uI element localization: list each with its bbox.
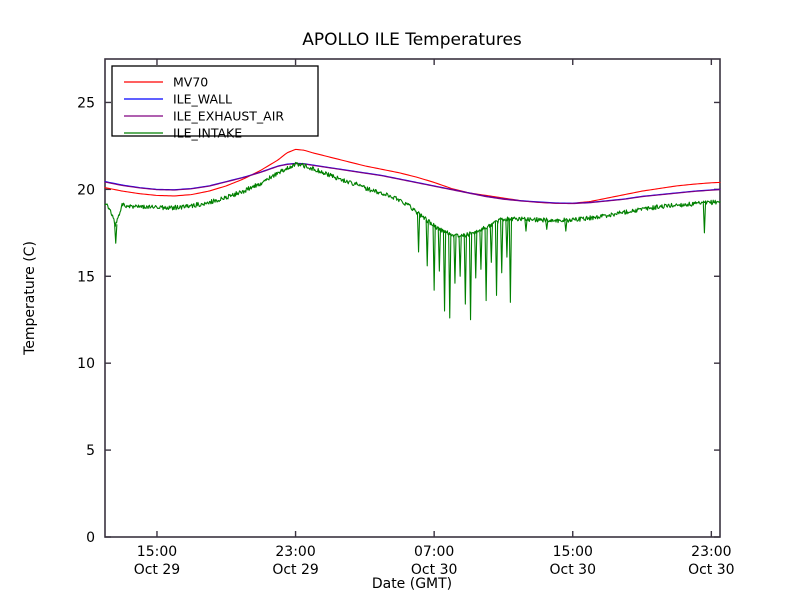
x-tick-date: Oct 30 [411, 562, 457, 578]
y-tick-label: 10 [77, 356, 95, 372]
y-axis-ticks: 0 5 10 15 20 25 [77, 95, 720, 546]
y-tick-label: 5 [86, 443, 95, 459]
legend-label-ile_intake[interactable]: ILE_INTAKE [173, 126, 242, 141]
series-line-ile_exhaust_air [104, 163, 721, 205]
x-axis-ticks: 15:00 Oct 29 23:00 Oct 29 07:00 Oct 30 15:00 Oc… [134, 59, 735, 578]
plot-area-frame [104, 58, 721, 538]
y-tick-label: 25 [77, 95, 95, 111]
x-tick-time: 15:00 [553, 544, 593, 560]
y-tick-label: 15 [77, 269, 95, 285]
x-tick-time: 07:00 [414, 544, 454, 560]
y-axis-label: Temperature (C) [22, 241, 38, 356]
x-tick-date: Oct 29 [134, 562, 180, 578]
x-tick-date: Oct 30 [550, 562, 596, 578]
x-tick-date: Oct 29 [272, 562, 318, 578]
legend-label-ile_exhaust_air[interactable]: ILE_EXHAUST_AIR [173, 109, 284, 124]
data-series-group [104, 148, 721, 321]
chart-legend[interactable]: MV70 ILE_WALL ILE_EXHAUST_AIR ILE_INTAKE [111, 65, 319, 141]
x-tick-time: 15:00 [137, 544, 177, 560]
legend-label-ile_wall[interactable]: ILE_WALL [173, 92, 232, 107]
x-axis-label: Date (GMT) [372, 576, 452, 592]
y-tick-label: 0 [86, 530, 95, 546]
series-line-ile_intake [104, 161, 721, 321]
legend-label-mv70[interactable]: MV70 [173, 75, 208, 90]
series-line-mv70 [104, 148, 721, 204]
chart-title: APOLLO ILE Temperatures [302, 30, 522, 50]
x-tick-time: 23:00 [275, 544, 315, 560]
x-tick-date: Oct 30 [688, 562, 734, 578]
legend-box [111, 65, 319, 137]
y-tick-label: 20 [77, 182, 95, 198]
x-tick-time: 23:00 [691, 544, 731, 560]
